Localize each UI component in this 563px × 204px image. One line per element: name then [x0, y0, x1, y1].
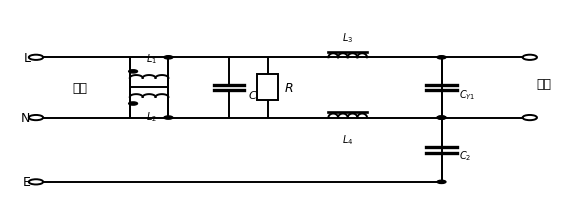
Circle shape [437, 180, 446, 184]
Bar [257, 75, 278, 101]
Text: $L_3$: $L_3$ [342, 31, 354, 44]
Text: $C_{Y1}$: $C_{Y1}$ [459, 88, 476, 102]
Text: E: E [23, 175, 30, 188]
Text: 输入: 输入 [73, 82, 88, 94]
Circle shape [437, 116, 446, 120]
Text: $L_4$: $L_4$ [342, 133, 354, 147]
Circle shape [164, 116, 173, 120]
Circle shape [437, 116, 446, 120]
Circle shape [437, 57, 446, 60]
Circle shape [164, 57, 173, 60]
Text: $C_x$: $C_x$ [248, 89, 262, 103]
Text: $L_2$: $L_2$ [146, 110, 157, 124]
Text: 输出: 输出 [537, 78, 551, 91]
Text: N: N [21, 112, 30, 124]
Text: $L_1$: $L_1$ [146, 52, 158, 66]
Text: L: L [24, 52, 30, 64]
Text: $R$: $R$ [284, 82, 294, 94]
Text: $C_2$: $C_2$ [459, 148, 472, 162]
Circle shape [129, 102, 137, 106]
Circle shape [129, 70, 137, 74]
